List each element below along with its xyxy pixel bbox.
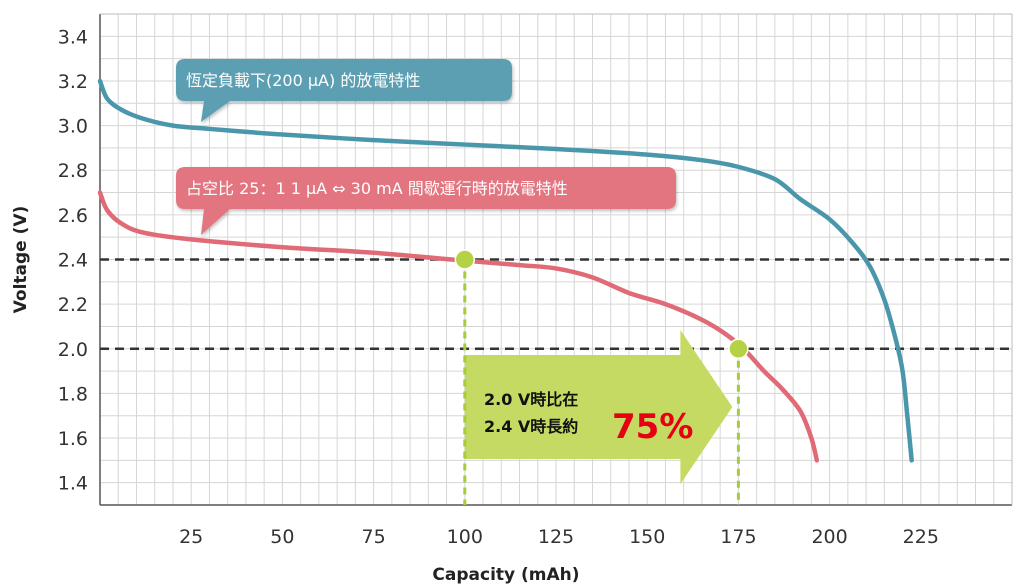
callout-series-1-label: 恆定負載下(200 μA) 的放電特性 (186, 71, 420, 90)
annotation: 2.0 V時比在 2.4 V時長約 75% (484, 390, 693, 447)
axes (99, 13, 1013, 506)
reference-lines (100, 258, 1012, 351)
callout-series-1: 恆定負載下(200 μA) 的放電特性 (176, 59, 512, 122)
y-tick-label: 1.4 (58, 473, 88, 495)
callout-series-2-bubble (176, 167, 676, 235)
marker-point (728, 338, 749, 360)
x-tick-label: 175 (720, 526, 756, 548)
callout-series-1-bubble (176, 59, 512, 122)
callout-series-2: 占空比 25：1 1 μA ⇔ 30 mA 間歇運行時的放電特性 (176, 167, 676, 235)
series-line-1 (97, 78, 914, 463)
x-tick-label: 200 (811, 526, 847, 548)
arrow-shape (464, 330, 733, 484)
annotation-line-1: 2.0 V時比在 (484, 390, 578, 409)
callout-series-2-label: 占空比 25：1 1 μA ⇔ 30 mA 間歇運行時的放電特性 (186, 179, 568, 198)
annotation-percent: 75% (612, 407, 693, 447)
y-tick-label: 1.6 (58, 428, 88, 450)
x-tick-label: 225 (903, 526, 939, 548)
y-tick-label: 3.0 (58, 116, 88, 138)
y-tick-label: 2.6 (58, 205, 88, 227)
y-tick-label: 2.0 (58, 339, 88, 361)
x-tick-label: 125 (538, 526, 574, 548)
callouts: 恆定負載下(200 μA) 的放電特性 占空比 25：1 1 μA ⇔ 30 m… (176, 59, 676, 235)
marker-point (454, 249, 476, 270)
y-tick-label: 2.4 (58, 250, 88, 272)
y-tick-label: 3.4 (58, 26, 88, 48)
y-tick-label: 1.8 (58, 383, 88, 405)
capacity-arrow (463, 259, 740, 505)
y-axis-title: Voltage (V) (11, 206, 31, 314)
x-tick-label: 75 (362, 526, 386, 548)
y-tick-labels: 1.4 1.6 1.8 2.0 2.2 2.4 2.6 2.8 3.0 3.2 3.4 (58, 26, 88, 494)
x-tick-label: 50 (270, 526, 294, 548)
x-axis-title: Capacity (mAh) (432, 565, 579, 585)
markers (454, 249, 749, 360)
x-tick-label: 25 (179, 526, 203, 548)
series-lines (97, 78, 914, 463)
y-tick-label: 2.2 (58, 294, 88, 316)
annotation-line-2: 2.4 V時長約 (484, 417, 578, 436)
series-line-2 (97, 190, 820, 463)
y-tick-label: 2.8 (58, 160, 88, 182)
x-tick-label: 150 (629, 526, 665, 548)
x-tick-labels: 25 50 75 100 125 150 175 200 225 (179, 526, 939, 548)
x-tick-label: 100 (447, 526, 483, 548)
y-tick-label: 3.2 (58, 71, 88, 93)
